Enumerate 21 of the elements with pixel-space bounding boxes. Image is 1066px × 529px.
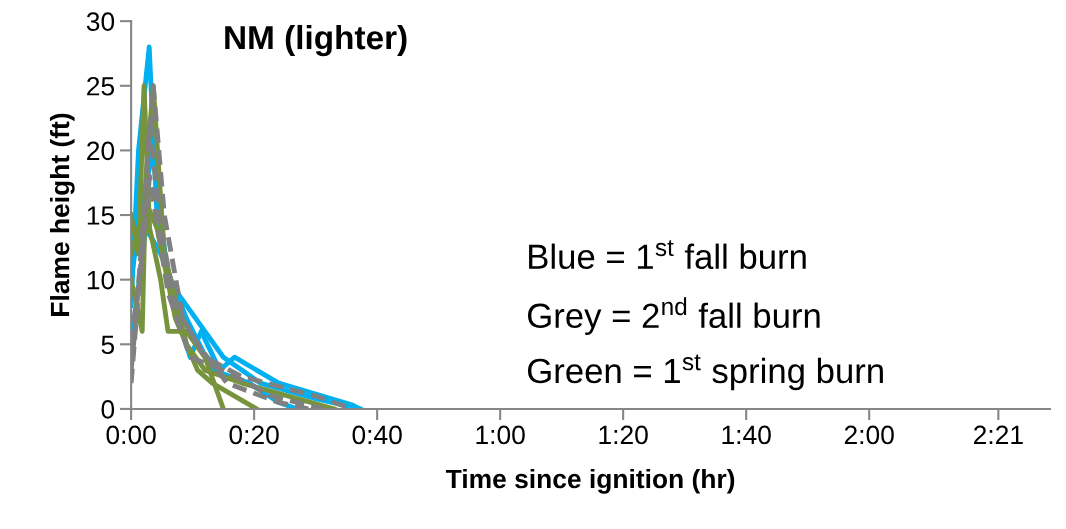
y-tick-label: 20 (87, 141, 115, 161)
annotation: Blue = 1$^{st}$ fall burn (529, 240, 806, 270)
x-tick-label: 1:00 (476, 425, 525, 445)
y-tick-label: 30 (86, 12, 115, 31)
y-tick-label: 15 (87, 206, 115, 225)
y-tick-label: 10 (87, 270, 115, 290)
x-tick-label: 0:40 (352, 425, 402, 445)
annotation: Green = 1$^{st}$ spring burn (527, 354, 883, 391)
x-tick-label: 1:20 (599, 425, 648, 445)
x-tick-label: 0:00 (106, 425, 156, 445)
y-axis-title: Flame height (ft) (49, 113, 75, 316)
chart-title: NM (lighter) (225, 24, 407, 57)
annotation: Grey = 2$^{nd}$ fall burn (527, 297, 820, 335)
x-tick-label: 0:20 (229, 425, 279, 445)
x-tick-label: 1:40 (722, 425, 771, 445)
y-tick-label: 25 (87, 76, 115, 96)
y-tick-label: 0 (101, 400, 115, 419)
y-tick-label: 5 (101, 335, 115, 355)
x-tick-label: 2:21 (974, 425, 1023, 445)
x-axis-title: Time since ignition (hr) (445, 468, 735, 494)
x-tick-label: 2:00 (844, 425, 894, 445)
